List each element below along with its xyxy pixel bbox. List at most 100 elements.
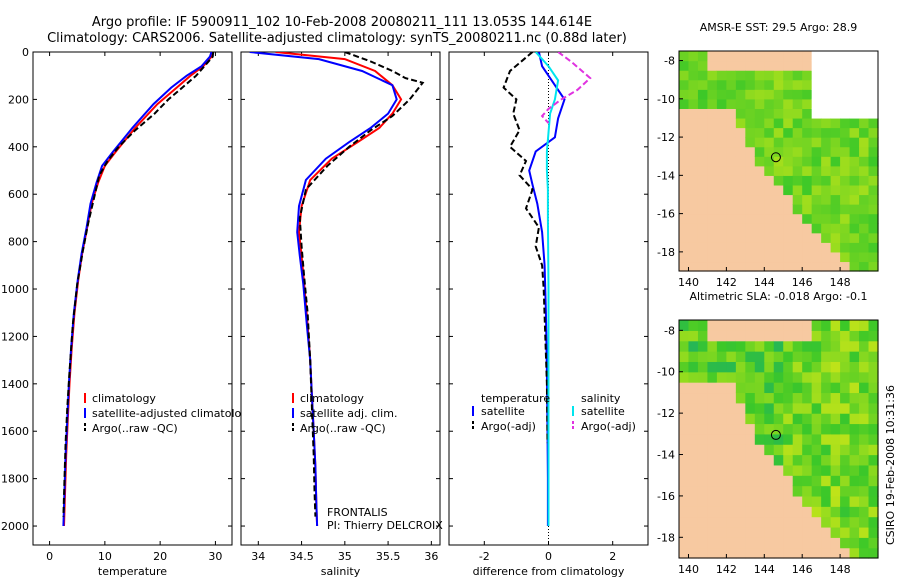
map-cell [773, 89, 784, 100]
map-cell [764, 475, 775, 487]
x-tick-label: 10 [98, 550, 112, 563]
map-cell [811, 242, 822, 253]
map-cell [735, 402, 746, 414]
map-cell [840, 175, 851, 186]
map-cell [849, 402, 860, 414]
map-cell [679, 361, 690, 373]
map-cell [716, 361, 727, 373]
map-cell [792, 70, 803, 81]
map-cell [726, 464, 737, 476]
y-tick-label: 600 [8, 188, 29, 201]
legend-entry: Argo(..raw -QC) [300, 422, 386, 435]
map-cell [849, 98, 860, 109]
map-cell [811, 175, 822, 186]
map-cell [764, 340, 775, 352]
map-cell [802, 127, 813, 138]
map-cell [697, 251, 709, 263]
map-cell [821, 402, 832, 414]
map-cell [868, 137, 879, 148]
map-cell [811, 433, 822, 445]
map-cell [764, 108, 775, 119]
map-cell [764, 444, 775, 456]
salinity-xlabel: salinity [321, 565, 361, 578]
map-cell [735, 454, 746, 466]
map-cell [830, 526, 841, 538]
map-cell [726, 547, 737, 559]
map-cell [679, 464, 690, 476]
map-cell [716, 232, 727, 243]
map-cell [811, 444, 822, 456]
map-y-tick-label: -10 [657, 366, 675, 379]
map-cell [745, 251, 756, 263]
map-cell [707, 165, 718, 176]
map-cell [849, 547, 860, 559]
map-cell [783, 516, 794, 528]
map-cell [716, 423, 727, 435]
map-cell [821, 330, 832, 342]
map-cell [849, 194, 860, 205]
map-cell [764, 204, 775, 215]
map-cell [745, 392, 756, 404]
map-cell [849, 156, 860, 167]
map-cell [802, 213, 813, 224]
map-cell [859, 184, 870, 196]
map-y-tick-label: -12 [657, 131, 675, 144]
map-cell [859, 51, 870, 62]
map-cell [830, 495, 841, 507]
difference-panel: -2 0 2 difference from climatology temperatu… [448, 51, 649, 578]
map-cell [783, 204, 794, 215]
map-cell [802, 51, 813, 62]
map-cell [830, 232, 841, 243]
map-cell [792, 108, 803, 119]
map-cell [679, 223, 690, 234]
map-cell [726, 433, 737, 445]
map-cell [849, 392, 860, 404]
map-cell [745, 204, 756, 215]
map-cell [792, 79, 803, 90]
map-cell [840, 351, 851, 362]
map-cell [792, 98, 803, 109]
map-cell [783, 320, 794, 331]
map-cell [849, 251, 860, 263]
map-cell [849, 371, 860, 383]
map-cell [697, 242, 709, 253]
map-cell [735, 547, 746, 559]
map-cell [811, 475, 822, 487]
map-cell [792, 60, 803, 71]
map-cell [802, 320, 813, 331]
map-cell [745, 137, 756, 148]
map-cell [849, 485, 860, 497]
map-cell [716, 223, 727, 234]
map-cell [716, 117, 727, 129]
map-cell [679, 251, 690, 263]
map-cell [726, 506, 737, 518]
map-cell [802, 204, 813, 215]
map-cell [735, 444, 746, 456]
map-cell [811, 232, 822, 243]
map-cell [773, 516, 784, 528]
map-cell [679, 108, 690, 119]
map-cell [726, 108, 737, 119]
map-cell [802, 232, 813, 243]
map-cell [754, 175, 765, 186]
map-cell [859, 361, 870, 373]
map-cell [707, 516, 718, 528]
map-cell [811, 146, 822, 157]
map-cell [849, 506, 860, 518]
map-cell [821, 117, 832, 129]
map-cell [868, 204, 879, 215]
map-x-tick-label: 146 [792, 276, 813, 289]
map-cell [773, 60, 784, 71]
map-cell [735, 242, 746, 253]
map-cell [754, 184, 765, 196]
map-cell [716, 70, 727, 81]
map-cell [679, 60, 690, 71]
map-cell [697, 382, 709, 394]
y-tick-label: 1200 [1, 330, 29, 343]
map-cell [849, 330, 860, 342]
map-cell [811, 127, 822, 138]
map-cell [754, 392, 765, 404]
map-cell [745, 127, 756, 138]
map-cell [735, 423, 746, 435]
